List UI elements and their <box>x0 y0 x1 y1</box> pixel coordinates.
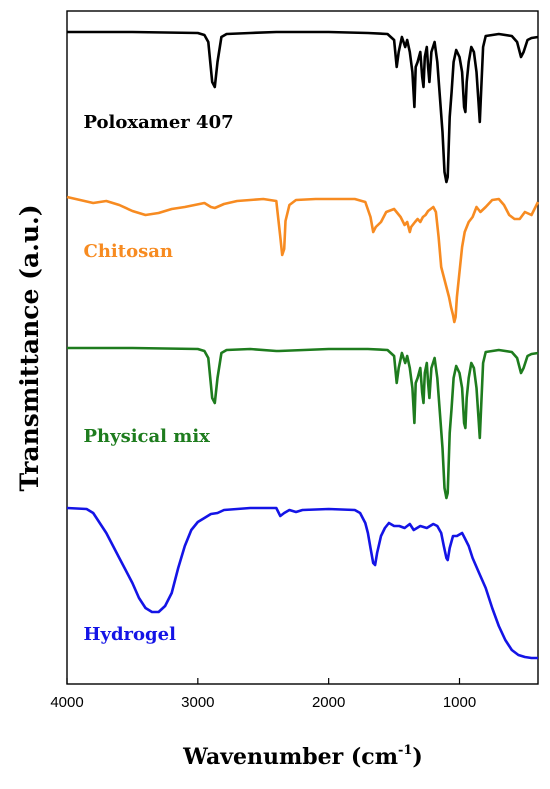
series-label-poloxamer-407: Poloxamer 407 <box>84 112 234 133</box>
series-label-hydrogel: Hydrogel <box>84 624 177 645</box>
x-axis-title-close: ) <box>412 744 422 770</box>
x-axis-title-main: Wavenumber (cm <box>182 744 398 770</box>
x-tick-label-3000: 3000 <box>181 694 214 711</box>
series-label-physical-mix: Physical mix <box>84 426 211 447</box>
x-axis-title: Wavenumber (cm-1) <box>182 743 423 770</box>
x-tick-label-2000: 2000 <box>312 694 345 711</box>
series-layer <box>66 30 540 660</box>
series-line-poloxamer-407 <box>67 30 539 184</box>
y-axis-title: Transmittance (a.u.) <box>15 204 44 491</box>
x-tick-label-4000: 4000 <box>50 694 83 711</box>
series-line-chitosan <box>66 195 540 324</box>
series-label-layer: Poloxamer 407 Chitosan Physical mix Hydroge… <box>84 112 234 645</box>
x-tick-label-1000: 1000 <box>443 694 476 711</box>
series-label-chitosan: Chitosan <box>84 241 173 262</box>
x-tick-layer: 4000 3000 2000 1000 <box>50 678 476 711</box>
series-line-physical-mix <box>67 346 539 500</box>
x-axis-title-sup: -1 <box>398 743 412 758</box>
series-line-hydrogel <box>66 506 538 660</box>
